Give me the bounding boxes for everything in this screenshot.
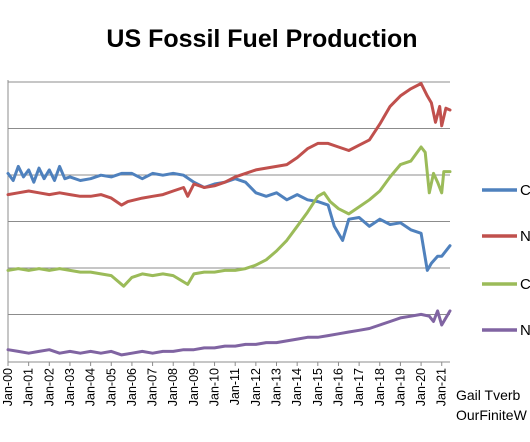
x-tick-label: Jan-15	[311, 368, 325, 406]
x-tick-label: Jan-12	[249, 368, 263, 406]
legend-label: C	[520, 182, 530, 199]
x-tick-label: Jan-16	[331, 368, 345, 406]
series-line-3	[6, 145, 452, 288]
x-tick-label: Jan-11	[228, 368, 242, 405]
credit-line: OurFiniteW	[456, 407, 528, 423]
x-tick-label: Jan-20	[414, 368, 428, 406]
x-tick-label: Jan-21	[435, 368, 449, 406]
x-tick-label: Jan-19	[393, 368, 407, 406]
x-tick-label: Jan-07	[146, 368, 160, 406]
x-tick-label: Jan-04	[84, 368, 98, 406]
legend-label: N	[520, 228, 530, 245]
x-tick-label: Jan-09	[187, 368, 201, 406]
x-tick-label: Jan-06	[125, 368, 139, 406]
x-tick-label: Jan-02	[42, 368, 56, 406]
x-tick-label: Jan-18	[373, 368, 387, 406]
series-line-4	[6, 309, 452, 357]
x-tick-label: Jan-13	[270, 368, 284, 406]
x-tick-label: Jan-01	[22, 368, 36, 406]
x-tick-label: Jan-03	[63, 368, 77, 406]
legend-label: C	[520, 276, 530, 293]
x-tick-label: Jan-10	[208, 368, 222, 406]
credit-line: Gail Tverb	[456, 387, 521, 403]
x-axis-ticks: Jan-00 Jan-01 Jan-02 Jan-03 Jan-04 Jan-05 Jan-…	[1, 362, 449, 406]
x-tick-label: Jan-14	[290, 368, 304, 406]
x-tick-label: Jan-00	[1, 368, 15, 406]
gridlines	[8, 81, 450, 315]
legend-label: N	[520, 322, 530, 339]
x-tick-label: Jan-05	[104, 368, 118, 406]
legend: C N C N	[482, 182, 530, 339]
series-line-1	[6, 164, 452, 272]
chart-title: US Fossil Fuel Production	[106, 25, 417, 53]
x-tick-label: Jan-08	[166, 368, 180, 406]
series-line-2	[6, 82, 452, 207]
credit: Gail Tverb OurFiniteW	[456, 387, 528, 423]
x-tick-label: Jan-17	[352, 368, 366, 406]
series-lines	[6, 82, 452, 357]
